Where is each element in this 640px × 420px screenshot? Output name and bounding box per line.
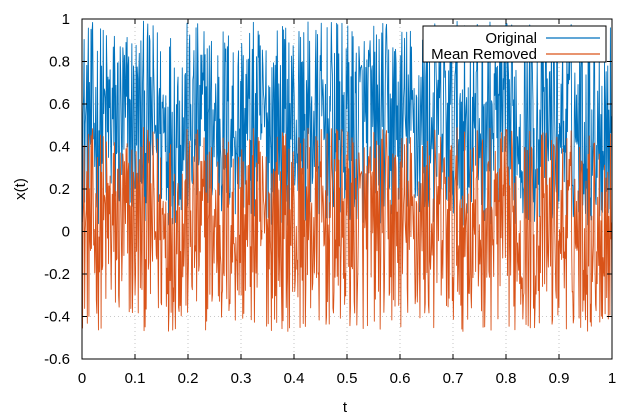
x-tick-label: 0.7 (443, 370, 464, 387)
legend: Original Mean Removed (422, 25, 607, 63)
x-tick-label: 0.3 (231, 370, 252, 387)
x-tick-label: 0.5 (337, 370, 358, 387)
x-tick-label: 1 (608, 370, 616, 387)
y-tick-label: 0.2 (49, 181, 70, 198)
x-tick-label: 0.6 (390, 370, 411, 387)
series-group (81, 20, 613, 332)
y-tick-label: -0.2 (44, 266, 70, 283)
y-tick-label: -0.6 (44, 351, 70, 368)
y-tick-label: 0.6 (49, 96, 70, 113)
legend-box (422, 25, 607, 63)
x-tick-label: 0 (78, 370, 86, 387)
x-tick-label: 0.1 (125, 370, 146, 387)
series-line-mean-removed (81, 126, 613, 332)
y-axis-label: x(t) (12, 178, 29, 200)
y-tick-label: 0 (62, 224, 70, 241)
y-tick-label: 0.8 (49, 54, 70, 71)
x-tick-label: 0.9 (549, 370, 570, 387)
x-axis-label: t (343, 399, 348, 416)
y-tick-label: 1 (62, 11, 70, 28)
x-tick-label: 0.8 (496, 370, 517, 387)
legend-label-mean-removed: Mean Removed (431, 46, 537, 63)
x-tick-label: 0.4 (284, 370, 305, 387)
series-line-original (81, 20, 613, 226)
y-tick-label: 0.4 (49, 139, 70, 156)
axis-ticks: 0 0.1 0.2 0.3 0.4 0.5 0.6 0.7 0.8 0.9 1 -0.6 -0.4 -0.… (44, 11, 616, 387)
y-tick-label: -0.4 (44, 309, 70, 326)
legend-label-original: Original (485, 30, 537, 47)
x-tick-label: 0.2 (178, 370, 199, 387)
